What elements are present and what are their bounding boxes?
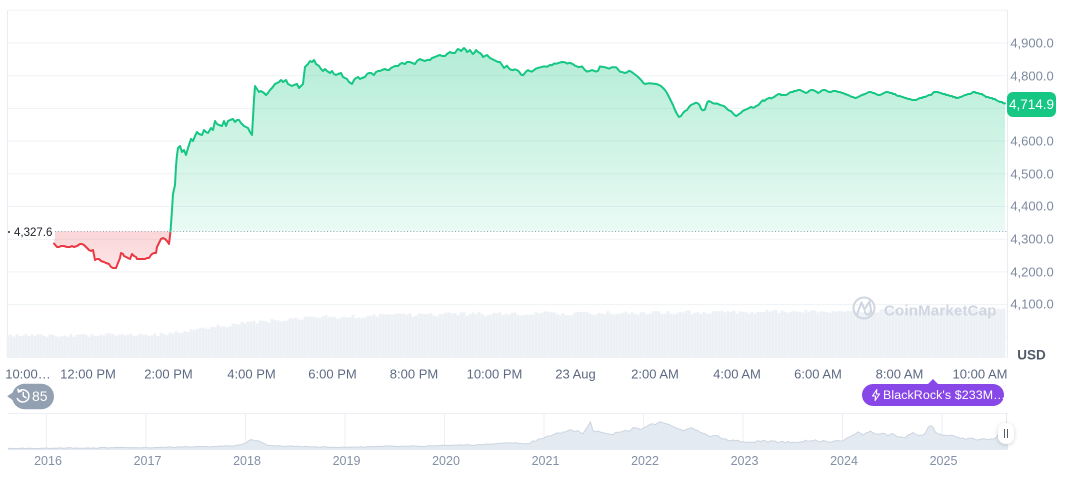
svg-text:85: 85 [32,388,48,404]
